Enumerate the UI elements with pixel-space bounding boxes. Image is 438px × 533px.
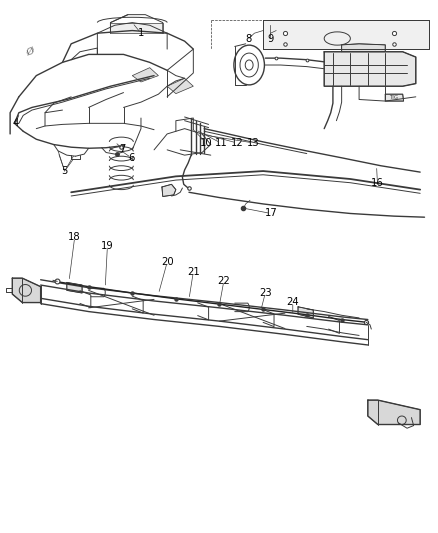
Polygon shape: [67, 282, 82, 293]
Text: 9: 9: [267, 34, 273, 44]
Polygon shape: [367, 400, 419, 424]
Polygon shape: [341, 44, 385, 52]
Text: 13: 13: [247, 138, 259, 148]
Text: 6: 6: [128, 153, 134, 163]
Text: 19: 19: [101, 241, 113, 252]
Polygon shape: [262, 20, 428, 49]
Polygon shape: [12, 278, 41, 303]
Text: 10: 10: [200, 138, 212, 148]
Text: 22: 22: [217, 276, 230, 286]
Text: TIG: TIG: [389, 95, 398, 100]
Text: 24: 24: [286, 297, 298, 307]
Text: 16: 16: [370, 177, 383, 188]
Text: 4: 4: [12, 118, 18, 128]
Polygon shape: [323, 52, 415, 86]
Text: 1: 1: [138, 28, 144, 38]
Text: 11: 11: [214, 138, 227, 148]
Polygon shape: [132, 68, 158, 82]
Polygon shape: [297, 307, 313, 318]
Text: Ø: Ø: [25, 46, 35, 58]
Text: 23: 23: [258, 288, 271, 298]
Text: 8: 8: [245, 34, 251, 44]
Polygon shape: [167, 78, 193, 94]
Text: 20: 20: [160, 257, 173, 267]
Text: 17: 17: [264, 208, 277, 219]
Polygon shape: [385, 94, 403, 101]
Text: 18: 18: [68, 232, 81, 243]
Text: 21: 21: [187, 267, 199, 277]
Polygon shape: [162, 184, 176, 197]
Text: 5: 5: [61, 166, 68, 176]
Text: 7: 7: [119, 144, 126, 154]
Polygon shape: [110, 22, 162, 33]
Text: 12: 12: [230, 138, 243, 148]
